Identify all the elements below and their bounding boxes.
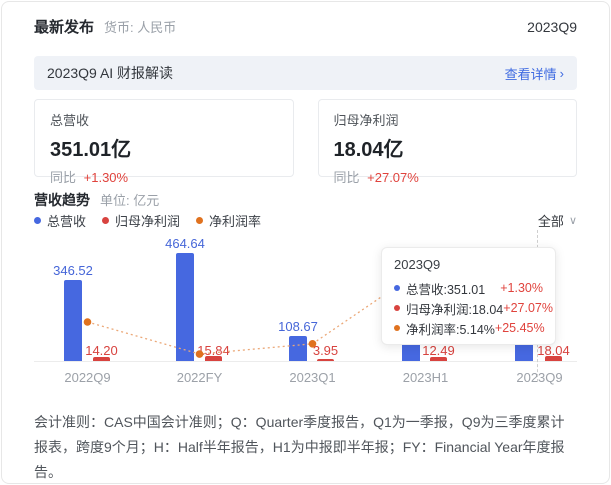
tooltip-dot-orange-icon <box>394 325 400 331</box>
legend-item-margin[interactable]: 净利润率 <box>196 211 261 230</box>
tooltip-dot-blue-icon <box>394 285 400 291</box>
legend-dot-blue-icon <box>34 216 41 224</box>
legend-label-margin: 净利润率 <box>209 213 262 229</box>
revenue-yoy-value: +1.30% <box>83 170 129 185</box>
revenue-card: 总营收 351.01亿 同比 +1.30% <box>34 99 294 185</box>
legend-item-revenue[interactable]: 总营收 <box>34 211 86 230</box>
report-period: 2023Q9 <box>527 19 577 35</box>
ai-banner-text: 2023Q9 AI 财报解读 <box>47 65 174 81</box>
net-profit-bar-2023Q9[interactable] <box>545 355 562 361</box>
net-profit-bar-label-2022FY: 15.84 <box>197 343 230 358</box>
revenue-bar-2022FY[interactable] <box>176 253 194 361</box>
trend-section-header: 营收趋势 单位: 亿元 <box>34 190 577 208</box>
trend-unit-label: 单位: 亿元 <box>100 193 160 208</box>
net-profit-bar-2023H1[interactable] <box>430 357 447 361</box>
view-details-label: 查看详情 <box>504 66 557 82</box>
x-axis-label-2023Q1: 2023Q1 <box>289 370 336 385</box>
tooltip-margin-change: +25.45% <box>494 321 545 335</box>
net-profit-bar-2022Q9[interactable] <box>93 356 110 361</box>
net-profit-bar-label-2023H1: 12.49 <box>422 343 455 358</box>
net-profit-bar-2023Q1[interactable] <box>317 359 334 361</box>
chevron-down-icon: ∨ <box>568 214 577 227</box>
revenue-bar-label-2023Q1: 108.67 <box>278 318 318 334</box>
tooltip-period: 2023Q9 <box>394 257 441 272</box>
currency-label: 货币: 人民币 <box>104 20 177 35</box>
header-row: 最新发布 货币: 人民币 2023Q9 <box>34 16 577 36</box>
x-axis-line <box>34 361 577 362</box>
tooltip-row-margin: 净利润率:5.14% +25.45% <box>394 318 545 338</box>
legend-item-net-profit[interactable]: 归母净利润 <box>102 211 180 230</box>
trend-chart: 2023Q9 总营收:351.01 +1.30% 归母净利润:18.04 +27… <box>34 230 577 402</box>
x-axis-label-2022FY: 2022FY <box>176 370 223 385</box>
revenue-card-title: 总营收 <box>50 113 90 128</box>
tooltip-revenue-value: 总营收:351.01 <box>406 282 486 297</box>
revenue-bar-label-2022FY: 464.64 <box>165 236 205 251</box>
net-profit-card: 归母净利润 18.04亿 同比 +27.07% <box>317 99 577 185</box>
revenue-card-value: 351.01亿 <box>50 139 132 161</box>
period-filter-label: 全部 <box>537 213 564 229</box>
chart-legend: 总营收 归母净利润 净利润率 <box>34 211 261 230</box>
tooltip-row-revenue: 总营收:351.01 +1.30% <box>394 278 543 298</box>
ai-report-banner: 2023Q9 AI 财报解读 查看详情 › <box>34 56 577 90</box>
tooltip-net-profit-value: 归母净利润:18.04 <box>406 302 504 317</box>
page-title: 最新发布 <box>34 19 95 36</box>
tooltip-revenue-change: +1.30% <box>500 281 543 295</box>
revenue-bar-2023Q1[interactable] <box>289 335 307 361</box>
tooltip-margin-value: 净利润率:5.14% <box>406 322 495 337</box>
trend-title: 营收趋势 <box>34 192 90 208</box>
legend-label-revenue: 总营收 <box>47 213 87 229</box>
revenue-yoy-label: 同比 <box>50 170 77 185</box>
chart-tooltip: 2023Q9 总营收:351.01 +1.30% 归母净利润:18.04 +27… <box>381 247 556 345</box>
net-profit-bar-2022FY[interactable] <box>205 356 222 361</box>
revenue-bar-label-2022Q9: 346.52 <box>53 263 93 279</box>
period-filter-dropdown[interactable]: 全部 ∨ <box>538 211 577 230</box>
chevron-right-icon: › <box>559 65 564 81</box>
net-margin-point-2022FY[interactable] <box>195 350 204 358</box>
tooltip-net-profit-change: +27.07% <box>503 301 553 315</box>
summary-cards: 总营收 351.01亿 同比 +1.30% 归母净利润 18.04亿 同比 +2… <box>34 99 577 185</box>
revenue-bar-2022Q9[interactable] <box>64 280 82 361</box>
x-axis-label-2022Q9: 2022Q9 <box>64 370 111 385</box>
legend-dot-orange-icon <box>196 216 204 224</box>
net-profit-card-value: 18.04亿 <box>333 139 404 161</box>
net-profit-yoy-label: 同比 <box>333 170 360 185</box>
x-axis-label-2023Q9: 2023Q9 <box>516 370 563 385</box>
tooltip-dot-red-icon <box>394 305 400 311</box>
view-details-link[interactable]: 查看详情 › <box>505 64 564 83</box>
net-profit-bar-label-2023Q9: 18.04 <box>537 343 570 358</box>
net-profit-card-title: 归母净利润 <box>333 113 399 128</box>
net-profit-yoy-value: +27.07% <box>367 170 419 185</box>
x-axis-label-2023H1: 2023H1 <box>402 370 449 385</box>
legend-label-net-profit: 归母净利润 <box>115 213 181 229</box>
net-margin-point-2023Q1[interactable] <box>308 340 317 348</box>
accounting-footnote: 会计准则：CAS中国会计准则；Q：Quarter季度报告，Q1为一季报，Q9为三… <box>34 414 565 480</box>
legend-dot-red-icon <box>102 216 110 224</box>
net-profit-bar-label-2022Q9: 14.20 <box>85 343 118 358</box>
tooltip-row-net-profit: 归母净利润:18.04 +27.07% <box>394 298 553 318</box>
net-profit-bar-label-2023Q1: 3.95 <box>312 343 339 358</box>
legend-row: 总营收 归母净利润 净利润率 全部 ∨ <box>34 211 577 229</box>
net-margin-point-2022Q9[interactable] <box>83 318 92 326</box>
